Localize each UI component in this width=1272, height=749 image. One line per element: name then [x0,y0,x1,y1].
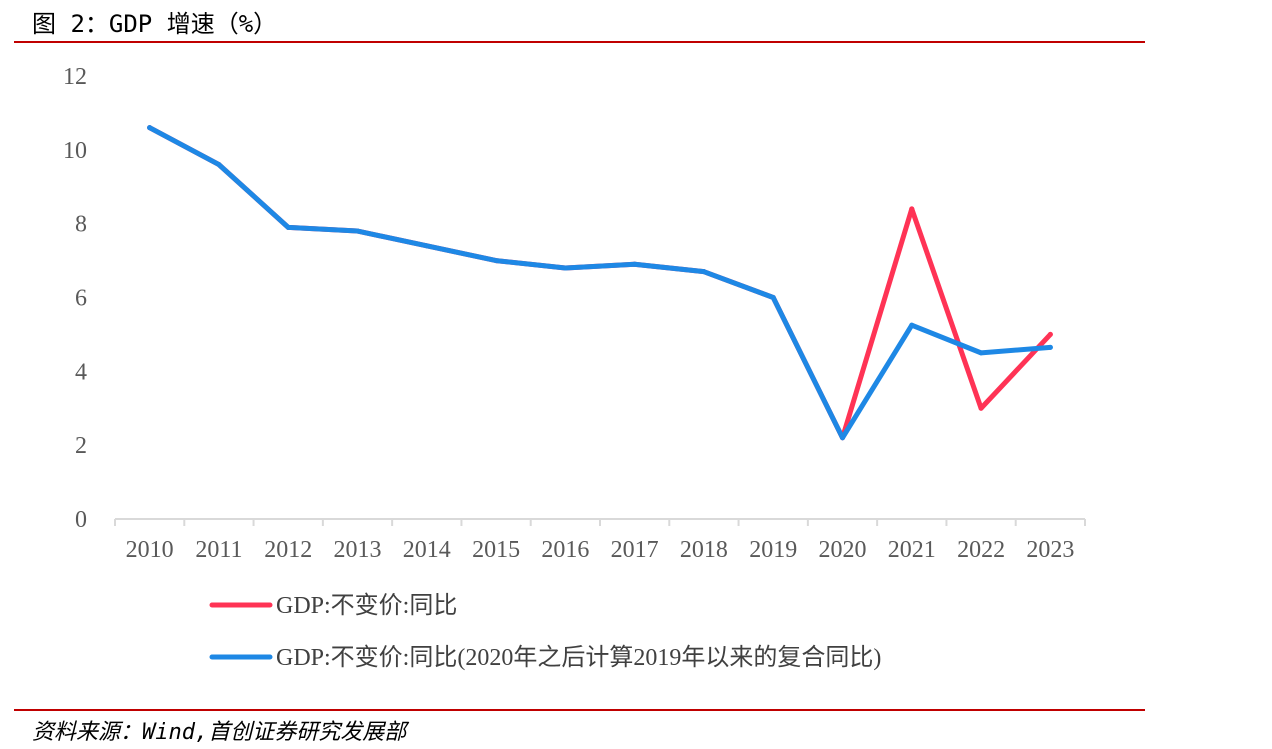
footer-rule [14,709,1145,711]
x-tick-label: 2020 [819,537,867,563]
data-point [909,322,915,328]
x-tick-label: 2013 [334,537,382,563]
x-tick-label: 2012 [264,537,312,563]
x-tick-label: 2011 [195,537,242,563]
x-tick-label: 2017 [611,537,659,563]
data-point [978,350,984,356]
x-tick-label: 2015 [472,537,520,563]
y-tick-label: 4 [75,359,87,385]
data-point [770,295,776,300]
data-point [147,125,153,131]
x-axis-ticks: 2010 2011 2012 2013 2014 2015 2016 2017 2018 2019… [114,519,1086,563]
data-point [1047,344,1053,350]
data-point [840,435,845,441]
legend-label: GDP:不变价:同比(2020年之后计算2019年以来的复合同比) [276,644,881,671]
header-rule [14,41,1145,43]
y-tick-label: 8 [75,212,87,238]
legend-label: GDP:不变价:同比 [276,592,457,619]
data-point [493,258,499,264]
source-note: 资料来源：Wind,首创证券研究发展部 [32,720,407,745]
data-point [285,224,291,230]
y-tick-label: 6 [75,286,87,312]
data-point [978,405,984,411]
y-tick-label: 10 [63,138,87,164]
data-point [355,228,360,234]
data-point [1047,331,1053,337]
y-tick-label: 12 [63,64,87,90]
x-tick-label: 2021 [888,537,936,563]
x-tick-label: 2018 [680,537,728,563]
x-tick-label: 2023 [1026,537,1074,563]
x-tick-label: 2022 [957,537,1005,563]
x-tick-label: 2010 [126,537,174,563]
data-point [216,162,222,168]
x-tick-label: 2019 [749,537,797,563]
data-point [909,206,915,212]
data-point [701,269,707,275]
x-tick-label: 2016 [541,537,589,563]
series-layer [147,125,1053,441]
figure-title: 图 2：GDP 增速（%） [32,10,278,38]
data-point [632,261,638,267]
chart-legend: GDP:不变价:同比 GDP:不变价:同比(2020年之后计算2019年以来的复合… [209,592,881,671]
y-axis-ticks: 0 2 4 6 8 10 12 [63,64,87,533]
series-line-gdp-compound-yoy [147,125,1053,441]
x-tick-label: 2014 [403,537,451,563]
data-point [424,243,430,249]
y-tick-label: 0 [75,507,87,533]
y-tick-label: 2 [75,433,87,459]
data-point [562,265,568,271]
series-line-gdp-yoy [147,125,1053,441]
